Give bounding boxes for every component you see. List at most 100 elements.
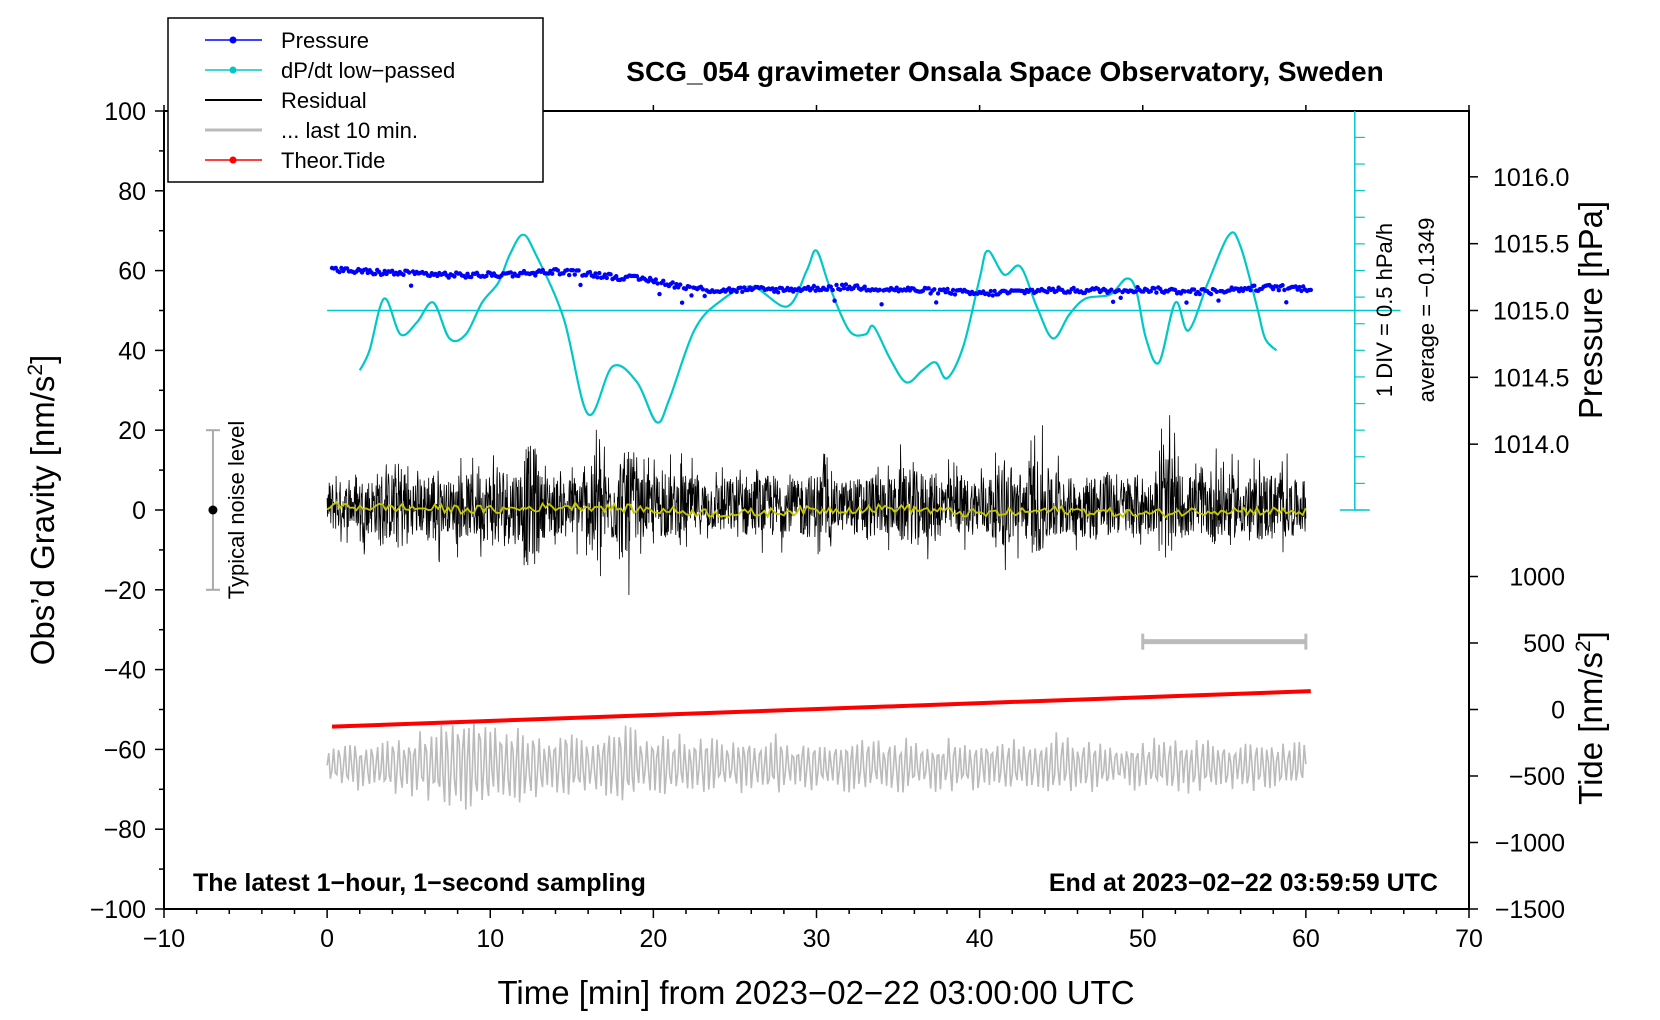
pressure-point	[555, 268, 561, 273]
pressure-point	[390, 268, 395, 273]
pressure-point	[932, 287, 937, 292]
y-tick-label-4: 20	[118, 417, 146, 445]
y-tick-label-2: 60	[118, 258, 146, 286]
tide-tick-label-0: 1000	[1509, 564, 1565, 592]
pressure-point	[595, 275, 600, 280]
annotation-noise-level: Typical noise level	[224, 421, 249, 600]
pressure-point	[533, 273, 538, 278]
pressure-point	[1050, 286, 1056, 291]
pressure-point	[587, 269, 593, 275]
pressure-point	[775, 290, 781, 295]
pressure-point	[838, 287, 843, 292]
legend-item-dpdt: dP/dt low−passed	[205, 58, 455, 83]
pressure-point	[373, 271, 378, 277]
y-tick-label-6: −20	[104, 577, 146, 605]
pressure-point	[614, 274, 619, 279]
pressure-point	[1045, 290, 1050, 295]
pressure-point	[570, 268, 576, 273]
pressure-point	[1216, 298, 1221, 303]
pressure-point	[408, 283, 414, 288]
x-tick-label-5: 40	[966, 925, 994, 953]
x-tick-label-7: 60	[1292, 925, 1320, 953]
legend-marker-pressure	[229, 36, 237, 44]
pressure-point	[484, 273, 489, 279]
pressure-point	[839, 282, 845, 287]
pressure-point	[576, 268, 581, 273]
grey-residual-layer	[326, 722, 1307, 810]
pressure-point	[1248, 288, 1253, 293]
y-tick-label-0: 100	[104, 98, 146, 126]
series-dpdt-low-passed	[358, 231, 1278, 424]
tide-tick-label-3: −500	[1509, 763, 1565, 791]
pressure-tick-label-1: 1015.5	[1493, 231, 1569, 259]
pressure-point	[567, 272, 572, 278]
pressure-point	[824, 287, 830, 292]
pressure-point	[990, 293, 995, 298]
pressure-point	[1184, 300, 1189, 305]
legend-item-residual: Residual	[205, 88, 367, 113]
y-axis-label-tide-sup: 2	[1572, 640, 1595, 652]
pressure-point	[986, 292, 992, 297]
pressure-point	[894, 285, 899, 290]
pressure-point	[602, 272, 608, 277]
pressure-point	[1301, 284, 1306, 289]
pressure-tick-label-2: 1015.0	[1493, 298, 1569, 326]
pressure-point	[1133, 289, 1138, 294]
pressure-point	[1067, 290, 1073, 295]
pressure-point	[935, 291, 941, 296]
pressure-point	[593, 271, 598, 276]
legend-item-last-10-min: ... last 10 min.	[205, 118, 418, 143]
pressure-point	[1110, 299, 1116, 304]
x-tick-label-0: −10	[143, 925, 185, 953]
legend-label-pressure: Pressure	[281, 28, 369, 53]
pressure-point	[452, 274, 457, 279]
pressure-point	[1282, 287, 1287, 293]
annotation-end-time: End at 2023−02−22 03:59:59 UTC	[1049, 869, 1438, 897]
pressure-point	[337, 269, 342, 275]
noise-level-dot	[208, 505, 218, 515]
pressure-point	[992, 288, 997, 294]
pressure-point	[828, 284, 833, 289]
pressure-point	[1284, 300, 1289, 305]
pressure-point	[1252, 283, 1257, 288]
x-tick-label-4: 30	[803, 925, 831, 953]
pressure-point	[1118, 295, 1123, 300]
pressure-point	[1297, 284, 1302, 290]
tide-tick-label-4: −1000	[1495, 829, 1565, 857]
annotation-sampling: The latest 1−hour, 1−second sampling	[193, 869, 646, 897]
legend-label-residual: Residual	[281, 88, 367, 113]
annotation-average: average = −0.1349	[1414, 218, 1439, 403]
pressure-point	[949, 291, 954, 296]
pressure-point	[738, 285, 743, 290]
x-tick-label-1: 0	[320, 925, 334, 953]
tide-tick-label-2: 0	[1551, 697, 1565, 725]
pressure-point	[862, 284, 867, 289]
pressure-point	[661, 278, 666, 283]
pressure-point	[407, 270, 412, 275]
pressure-point	[832, 298, 837, 303]
pressure-point	[1308, 287, 1314, 293]
pressure-point	[401, 272, 406, 277]
annotation-marks	[205, 429, 1308, 650]
pressure-point	[1191, 287, 1197, 292]
pressure-point	[679, 300, 685, 305]
pressure-point	[702, 293, 707, 299]
pressure-point	[834, 282, 839, 288]
pressure-point	[591, 274, 596, 279]
legend-label-theor-tide: Theor.Tide	[281, 148, 385, 173]
pressure-point	[646, 279, 651, 284]
chart-title: SCG_054 gravimeter Onsala Space Observat…	[626, 56, 1383, 87]
y-axis-label-left-tail: ]	[24, 355, 61, 364]
legend: Pressure dP/dt low−passed Residual ... l…	[167, 17, 544, 183]
pressure-point	[550, 271, 555, 276]
pressure-point	[1154, 290, 1159, 295]
pressure-point	[363, 267, 369, 272]
pressure-point	[774, 286, 779, 292]
x-tick-label-8: 70	[1455, 925, 1483, 953]
pressure-point	[806, 284, 811, 290]
pressure-point	[689, 293, 694, 298]
pressure-point	[670, 280, 675, 285]
pressure-tick-label-4: 1014.0	[1493, 431, 1569, 459]
pressure-point	[1280, 283, 1285, 288]
pressure-point	[634, 274, 640, 279]
